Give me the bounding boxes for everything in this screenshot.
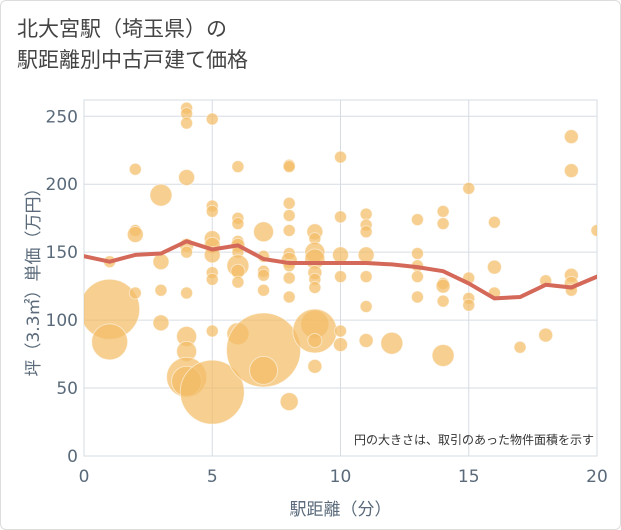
x-tick-label: 20 <box>586 467 608 487</box>
data-bubble <box>332 246 349 264</box>
data-bubble <box>126 226 144 244</box>
chart-title: 北大宮駅（埼玉県）の 駅距離別中古戸建て価格 <box>17 14 248 76</box>
data-bubble <box>410 213 424 227</box>
data-bubble <box>538 327 554 343</box>
chart-title-line-2: 駅距離別中古戸建て価格 <box>17 48 248 72</box>
data-bubble <box>307 358 323 374</box>
data-bubble <box>279 392 299 412</box>
data-bubble <box>231 275 245 289</box>
data-bubble <box>205 204 219 218</box>
y-tick-label: 0 <box>67 447 78 467</box>
trend-line <box>84 239 597 301</box>
y-axis-label: 坪（3.3㎡）単価（万円） <box>24 179 44 376</box>
data-bubble <box>231 217 245 231</box>
data-bubble <box>410 290 424 304</box>
y-tick-label: 100 <box>46 311 78 331</box>
data-bubble <box>436 294 450 308</box>
data-bubble <box>357 246 375 264</box>
data-bubble <box>282 160 296 174</box>
data-bubble <box>307 333 323 349</box>
data-bubble <box>257 283 271 297</box>
data-bubble <box>282 196 296 210</box>
data-bubble <box>178 168 196 186</box>
data-bubble <box>359 270 373 284</box>
trend-line-series <box>84 239 597 301</box>
chart-title-line-1: 北大宮駅（埼玉県）の <box>17 17 227 41</box>
data-bubble <box>563 163 579 179</box>
data-bubble <box>410 270 424 284</box>
data-bubble <box>333 337 348 353</box>
data-bubble <box>152 314 170 332</box>
x-tick-label: 0 <box>79 467 90 487</box>
bubble-series <box>84 101 597 425</box>
data-bubble <box>359 300 373 314</box>
data-bubble <box>563 129 579 145</box>
data-bubble <box>334 324 347 338</box>
x-axis-label: 駅距離（分） <box>290 500 392 520</box>
data-bubble <box>282 208 296 222</box>
data-bubble <box>436 204 450 218</box>
y-tick-label: 50 <box>56 379 78 399</box>
data-bubble <box>590 223 597 237</box>
data-bubble <box>436 217 450 231</box>
data-bubble <box>334 150 347 164</box>
y-tick-label: 250 <box>46 107 78 127</box>
data-bubble <box>249 355 279 385</box>
data-bubble <box>231 160 245 174</box>
data-bubble <box>226 312 302 388</box>
data-bubble <box>179 359 245 425</box>
data-bubble <box>359 207 373 221</box>
data-bubble <box>282 223 296 237</box>
data-bubble <box>358 333 374 349</box>
data-bubble <box>462 298 476 312</box>
data-bubble <box>410 247 424 261</box>
x-tick-label: 5 <box>207 467 218 487</box>
data-bubble <box>308 281 322 295</box>
data-bubble <box>486 259 502 275</box>
x-tick-label: 15 <box>458 467 480 487</box>
data-bubble <box>462 181 476 195</box>
data-bubble <box>154 283 168 297</box>
data-bubble <box>180 286 194 300</box>
data-bubble <box>513 340 527 354</box>
x-tick-label: 10 <box>330 467 352 487</box>
data-bubble <box>180 116 194 130</box>
data-bubble <box>334 270 347 284</box>
data-bubble <box>205 324 219 338</box>
data-bubble <box>334 210 347 224</box>
data-bubble <box>205 112 219 126</box>
data-bubble <box>91 323 129 361</box>
bubble-size-note: 円の大きさは、取引のあった物件面積を示す <box>354 432 594 447</box>
data-bubble <box>253 221 275 243</box>
y-tick-label: 150 <box>46 243 78 263</box>
data-bubble <box>431 343 455 367</box>
data-bubble <box>149 183 173 207</box>
data-bubble <box>359 225 373 239</box>
data-bubble <box>435 278 451 294</box>
axis-ticks: 0 50 100 150 200 250 0 5 10 15 20 <box>46 107 608 487</box>
data-bubble <box>205 272 219 286</box>
data-bubble <box>128 286 142 300</box>
data-bubble <box>282 271 296 285</box>
data-bubble <box>257 268 271 282</box>
data-bubble <box>282 290 296 304</box>
y-tick-label: 200 <box>46 175 78 195</box>
data-bubble <box>180 245 194 259</box>
data-bubble <box>203 246 221 264</box>
data-bubble <box>380 331 404 355</box>
data-bubble <box>487 215 501 229</box>
data-bubble <box>152 253 170 271</box>
data-bubble <box>128 162 142 176</box>
